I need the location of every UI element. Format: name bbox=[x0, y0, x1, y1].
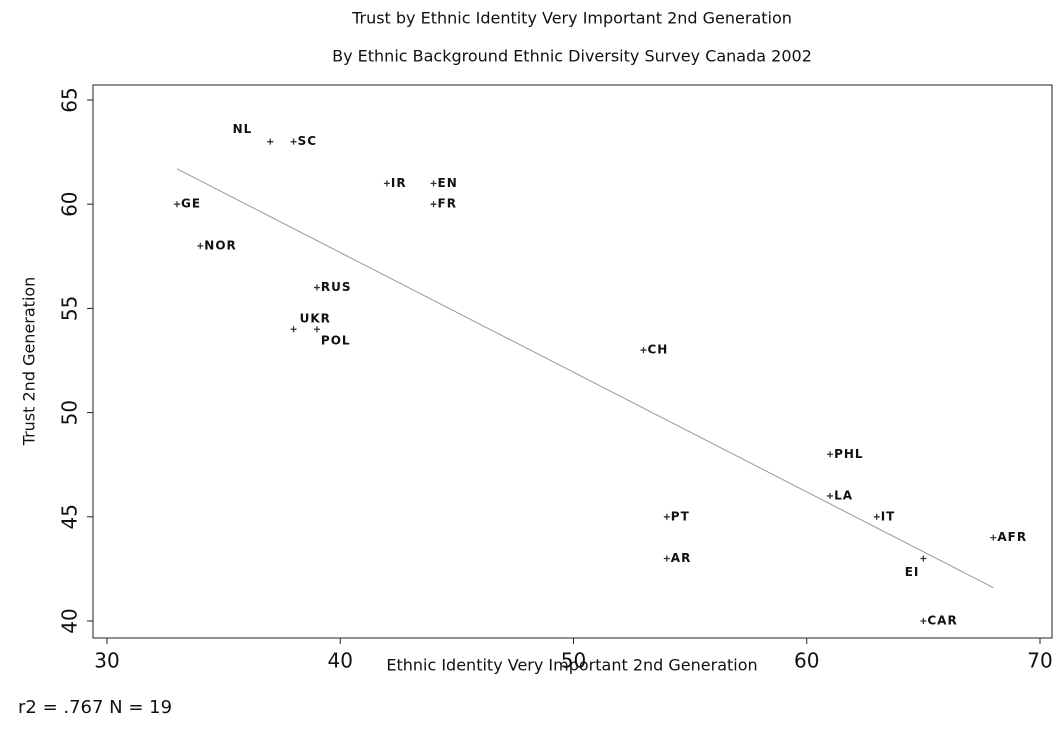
point bbox=[290, 326, 297, 333]
point bbox=[920, 618, 927, 624]
x-tick-label: 30 bbox=[94, 649, 119, 673]
point-label: CH bbox=[647, 343, 668, 357]
x-tick-label: 50 bbox=[561, 649, 586, 673]
point bbox=[430, 180, 437, 187]
point-label: CAR bbox=[927, 614, 957, 628]
y-tick-label: 65 bbox=[58, 87, 82, 112]
point bbox=[663, 555, 670, 562]
point-label: EI bbox=[905, 565, 920, 579]
point bbox=[313, 284, 320, 291]
point bbox=[430, 201, 437, 208]
point bbox=[290, 138, 297, 145]
point bbox=[990, 534, 997, 541]
point-label: IT bbox=[881, 509, 896, 523]
point bbox=[173, 201, 180, 208]
y-tick-label: 40 bbox=[58, 608, 82, 633]
point-label: EN bbox=[438, 176, 458, 190]
point-label: GE bbox=[181, 197, 201, 211]
y-tick-label: 50 bbox=[58, 400, 82, 425]
x-tick-label: 70 bbox=[1027, 649, 1052, 673]
x-tick-label: 40 bbox=[328, 649, 353, 673]
y-tick-label: 45 bbox=[58, 504, 82, 529]
point-label: AR bbox=[671, 551, 692, 565]
point-label: FR bbox=[438, 197, 457, 211]
point-label: SC bbox=[298, 134, 317, 148]
point-label: NL bbox=[233, 122, 253, 136]
y-tick-label: 60 bbox=[58, 191, 82, 216]
point-label: UKR bbox=[300, 312, 331, 326]
x-axis-label: Ethnic Identity Very Important 2nd Gener… bbox=[386, 656, 757, 675]
point bbox=[827, 451, 834, 458]
point bbox=[827, 492, 834, 499]
point-label: POL bbox=[321, 334, 351, 348]
point-label: RUS bbox=[321, 280, 352, 294]
point bbox=[640, 347, 647, 354]
plot-frame bbox=[92, 84, 1053, 639]
point bbox=[920, 555, 927, 562]
chart-subtitle: By Ethnic Background Ethnic Diversity Su… bbox=[332, 47, 812, 66]
chart-title: Trust by Ethnic Identity Very Important … bbox=[351, 9, 792, 28]
y-axis-label: Trust 2nd Generation bbox=[20, 277, 39, 447]
point bbox=[267, 138, 274, 145]
y-tick-label: 55 bbox=[58, 296, 82, 321]
point-label: IR bbox=[391, 176, 407, 190]
point bbox=[663, 513, 670, 520]
point-label: NOR bbox=[204, 238, 236, 252]
point-label: LA bbox=[834, 488, 853, 502]
point bbox=[383, 180, 390, 187]
x-tick-label: 60 bbox=[794, 649, 819, 673]
fit-line bbox=[176, 168, 994, 589]
point-label: AFR bbox=[997, 530, 1027, 544]
point-label: PT bbox=[671, 509, 690, 523]
annotation: r2 = .767 N = 19 bbox=[18, 697, 172, 718]
point-label: PHL bbox=[834, 447, 863, 461]
point bbox=[313, 326, 320, 333]
point bbox=[197, 242, 204, 249]
point bbox=[873, 513, 880, 520]
